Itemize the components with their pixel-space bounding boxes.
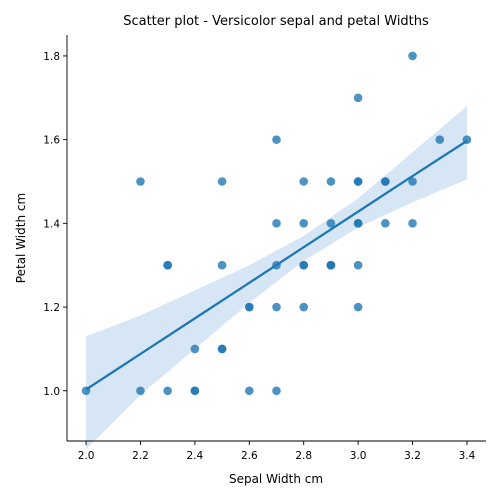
x-tick-label: 2.2 [132, 450, 149, 462]
scatter-point [190, 344, 200, 354]
y-ticks: 1.0 1.2 1.4 1.6 1.8 [43, 51, 67, 398]
x-axis-label: Sepal Width cm [229, 472, 323, 486]
y-axis-label: Petal Width cm [14, 193, 28, 283]
scatter-point [217, 177, 227, 186]
scatter-point [190, 386, 200, 396]
points-layer [81, 51, 472, 396]
scatter-point [299, 219, 309, 228]
scatter-point [299, 302, 309, 312]
scatter-point [272, 135, 281, 144]
scatter-point [244, 386, 254, 396]
y-tick-label: 1.0 [43, 386, 60, 398]
scatter-point [244, 302, 254, 312]
x-tick-label: 2.4 [187, 450, 204, 462]
scatter-point [381, 219, 390, 228]
regression-line-layer [85, 139, 468, 391]
scatter-point [272, 219, 281, 228]
y-tick-label: 1.6 [43, 135, 60, 147]
scatter-point [272, 386, 281, 396]
chart-title: Scatter plot - Versicolor sepal and peta… [123, 14, 429, 29]
scatter-point [326, 177, 336, 186]
scatter-point [353, 302, 363, 312]
x-tick-label: 3.2 [404, 450, 421, 462]
scatter-point [217, 344, 227, 354]
scatter-point [217, 260, 227, 270]
x-tick-label: 2.0 [78, 450, 95, 462]
scatter-point [353, 260, 363, 270]
regression-line [85, 139, 468, 391]
scatter-point [408, 177, 417, 186]
scatter-point [163, 260, 172, 270]
scatter-point [136, 177, 145, 186]
y-tick-label: 1.4 [43, 218, 60, 230]
x-ticks: 2.0 2.2 2.4 2.6 2.8 3.0 3.2 3.4 [78, 441, 476, 462]
scatter-point [408, 51, 417, 61]
x-tick-label: 2.6 [241, 450, 258, 462]
scatter-point [353, 177, 363, 186]
x-tick-label: 2.8 [295, 450, 312, 462]
scatter-point [326, 260, 336, 270]
x-tick-label: 3.0 [350, 450, 367, 462]
scatter-point [353, 219, 363, 228]
y-tick-label: 1.8 [43, 51, 60, 63]
scatter-point [136, 386, 145, 396]
scatter-point [353, 93, 363, 103]
x-tick-label: 3.4 [459, 450, 476, 462]
confidence-band-layer [86, 106, 467, 450]
scatter-point [163, 386, 172, 396]
scatter-point [299, 177, 309, 186]
scatter-point [272, 302, 281, 312]
scatter-point [408, 219, 417, 228]
scatter-point [435, 135, 445, 144]
scatter-point [381, 177, 390, 186]
confidence-band [86, 106, 467, 450]
scatter-point [299, 260, 309, 270]
scatter-point [326, 219, 336, 228]
y-tick-label: 1.2 [43, 302, 60, 314]
